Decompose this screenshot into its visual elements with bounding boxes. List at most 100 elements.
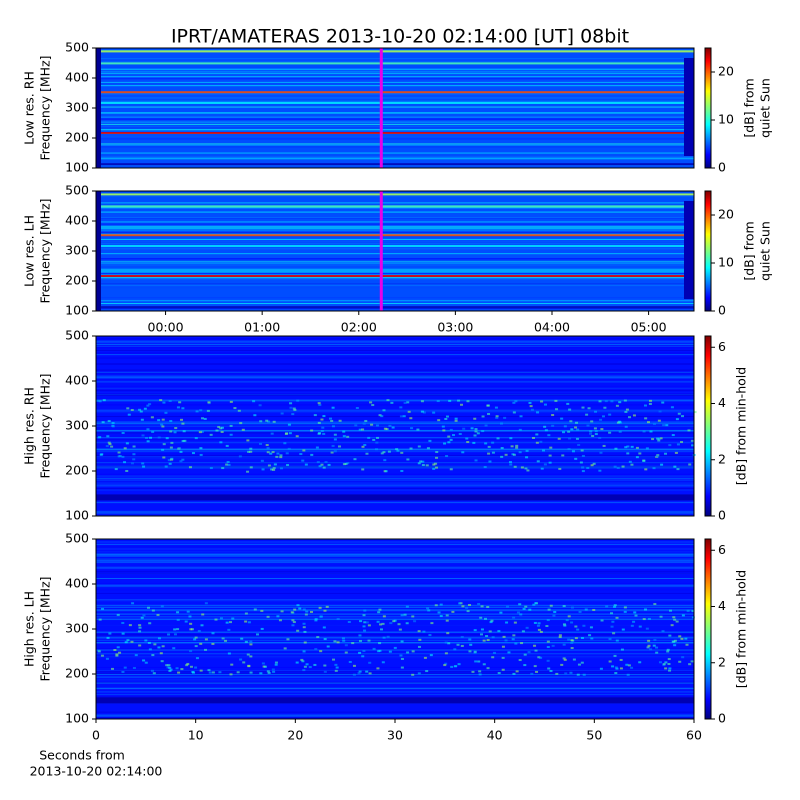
texture-speck	[496, 437, 500, 440]
texture-line	[96, 404, 694, 406]
texture-line	[96, 78, 694, 80]
texture-speck	[564, 672, 568, 675]
texture-speck	[420, 400, 424, 403]
texture-speck	[162, 401, 166, 404]
texture-speck	[501, 645, 505, 648]
texture-speck	[623, 399, 627, 402]
texture-speck	[619, 658, 623, 661]
texture-speck	[200, 430, 204, 433]
texture-speck	[434, 462, 438, 465]
texture-speck	[510, 445, 514, 448]
texture-speck	[546, 646, 550, 649]
texture-line	[96, 548, 694, 550]
texture-speck	[658, 661, 662, 664]
texture-speck	[296, 629, 300, 632]
texture-speck	[428, 634, 432, 637]
texture-speck	[195, 657, 199, 660]
texture-speck	[546, 640, 550, 643]
colorbar-tick-label: 20	[718, 64, 734, 79]
texture-edge	[684, 201, 694, 299]
texture-speck	[141, 434, 145, 437]
texture-line	[96, 112, 694, 114]
texture-speck	[167, 664, 171, 667]
texture-speck	[393, 646, 397, 649]
texture-speck	[358, 651, 362, 654]
texture-speck	[174, 427, 178, 430]
texture-speck	[443, 664, 447, 667]
texture-speck	[676, 443, 680, 446]
texture-speck	[548, 461, 552, 464]
texture-speck	[684, 637, 688, 640]
texture-speck	[477, 602, 481, 605]
texture-line	[96, 339, 694, 341]
texture-speck	[368, 661, 372, 664]
texture-speck	[164, 465, 168, 468]
texture-line	[96, 714, 694, 716]
texture-speck	[160, 423, 164, 426]
texture-speck	[302, 449, 306, 452]
texture-speck	[646, 646, 650, 649]
texture-speck	[189, 628, 193, 631]
texture-speck	[194, 666, 198, 669]
texture-speck	[318, 465, 322, 468]
texture-speck	[105, 657, 109, 660]
texture-speck	[512, 453, 516, 456]
texture-line	[96, 196, 694, 198]
texture-line	[96, 562, 694, 564]
colorbar-tick-label: 0	[718, 711, 726, 726]
texture-speck	[249, 466, 253, 469]
texture-line	[96, 349, 694, 351]
texture-speck	[246, 470, 250, 473]
texture-line	[96, 302, 694, 304]
texture-line	[96, 554, 694, 556]
texture-speck	[437, 611, 441, 614]
texture-speck	[450, 665, 454, 668]
texture-speck	[266, 447, 270, 450]
texture-speck	[602, 444, 606, 447]
y-tick-label: 500	[65, 183, 89, 198]
texture-speck	[211, 642, 215, 645]
texture-line	[96, 448, 694, 450]
texture-speck	[680, 637, 684, 640]
texture-speck	[649, 399, 653, 402]
texture-speck	[186, 662, 190, 665]
texture-line	[96, 599, 694, 601]
texture-line	[96, 543, 694, 545]
texture-line	[96, 264, 694, 266]
texture-line	[96, 394, 694, 396]
y-tick-label: 200	[65, 130, 89, 145]
texture-speck	[434, 466, 438, 469]
texture-line	[96, 58, 694, 60]
texture-line	[96, 229, 694, 231]
texture-speck	[533, 621, 537, 624]
texture-speck	[131, 602, 135, 605]
texture-speck	[387, 450, 391, 453]
texture-line	[96, 72, 694, 74]
texture-speck	[668, 634, 672, 637]
texture-speck	[249, 640, 253, 643]
texture-speck	[567, 430, 571, 433]
texture-speck	[614, 447, 618, 450]
texture-speck	[432, 463, 436, 466]
texture-speck	[288, 432, 292, 435]
texture-line	[96, 715, 694, 717]
texture-speck	[400, 614, 404, 617]
y-tick-label: 500	[65, 40, 89, 55]
texture-speck	[362, 614, 366, 617]
texture-line	[96, 226, 694, 228]
texture-line	[96, 473, 694, 475]
texture-speck	[575, 437, 579, 440]
texture-speck	[96, 399, 100, 402]
texture-speck	[331, 406, 335, 409]
texture-speck	[558, 634, 562, 637]
texture-speck	[508, 461, 512, 464]
texture-speck	[291, 624, 295, 627]
texture-line	[96, 400, 694, 402]
texture-line	[96, 259, 694, 261]
texture-speck	[132, 445, 136, 448]
texture-line	[96, 512, 694, 514]
texture-speck	[540, 400, 544, 403]
texture-speck	[562, 605, 566, 608]
texture-speck	[347, 621, 351, 624]
texture-speck	[621, 465, 625, 468]
